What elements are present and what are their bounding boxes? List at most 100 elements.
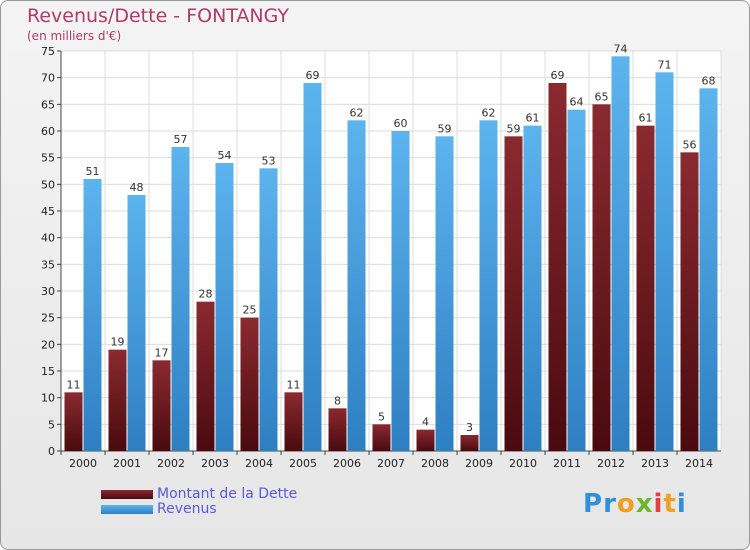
bar-revenus bbox=[655, 72, 674, 451]
bar-dette bbox=[240, 317, 259, 451]
data-label-dette: 8 bbox=[334, 394, 341, 407]
x-tick-label: 2005 bbox=[289, 457, 317, 470]
proxiti-logo: Proxiti bbox=[583, 489, 687, 519]
bar-dette bbox=[284, 392, 303, 451]
bar-revenus bbox=[83, 179, 102, 451]
x-tick-label: 2006 bbox=[333, 457, 361, 470]
data-label-dette: 3 bbox=[466, 421, 473, 434]
y-tick-label: 70 bbox=[41, 72, 55, 85]
bar-revenus bbox=[171, 147, 190, 451]
plot-area bbox=[61, 51, 721, 451]
data-label-revenus: 68 bbox=[702, 74, 716, 87]
bar-dette bbox=[548, 83, 567, 451]
y-tick-label: 55 bbox=[41, 152, 55, 165]
bar-dette bbox=[372, 424, 391, 451]
logo-letter: i bbox=[676, 489, 687, 519]
y-tick-label: 65 bbox=[41, 98, 55, 111]
data-label-revenus: 64 bbox=[570, 96, 584, 109]
x-tick-label: 2011 bbox=[553, 457, 581, 470]
x-tick-label: 2003 bbox=[201, 457, 229, 470]
data-label-dette: 28 bbox=[199, 288, 213, 301]
y-tick-label: 20 bbox=[41, 338, 55, 351]
chart-title: Revenus/Dette - FONTANGY bbox=[27, 5, 290, 27]
bar-dette bbox=[108, 349, 127, 451]
x-tick-label: 2002 bbox=[157, 457, 185, 470]
data-label-revenus: 57 bbox=[174, 133, 188, 146]
bar-revenus bbox=[611, 56, 630, 451]
data-label-dette: 61 bbox=[639, 112, 653, 125]
data-label-dette: 56 bbox=[683, 138, 697, 151]
data-label-dette: 11 bbox=[287, 378, 301, 391]
bar-dette bbox=[64, 392, 83, 451]
y-tick-label: 15 bbox=[41, 365, 55, 378]
legend-label-revenue: Revenus bbox=[157, 501, 217, 517]
bar-dette bbox=[416, 429, 435, 451]
data-label-revenus: 74 bbox=[614, 42, 628, 55]
bar-dette bbox=[636, 125, 655, 452]
x-tick-label: 2001 bbox=[113, 457, 141, 470]
bar-revenus bbox=[259, 168, 278, 452]
bar-dette bbox=[680, 152, 699, 452]
bar-revenus bbox=[127, 195, 146, 451]
bar-dette bbox=[504, 136, 523, 452]
data-label-revenus: 48 bbox=[130, 181, 144, 194]
bar-revenus bbox=[215, 163, 234, 451]
legend-label-debt: Montant de la Dette bbox=[157, 486, 298, 502]
x-tick-label: 2012 bbox=[597, 457, 625, 470]
y-tick-label: 40 bbox=[41, 232, 55, 245]
bar-dette bbox=[460, 435, 479, 451]
data-label-revenus: 60 bbox=[394, 117, 408, 130]
x-tick-label: 2004 bbox=[245, 457, 273, 470]
data-label-revenus: 51 bbox=[86, 165, 100, 178]
y-tick-label: 45 bbox=[41, 205, 55, 218]
data-label-revenus: 62 bbox=[350, 106, 364, 119]
x-tick-label: 2000 bbox=[69, 457, 97, 470]
data-label-revenus: 69 bbox=[306, 69, 320, 82]
x-tick-label: 2007 bbox=[377, 457, 405, 470]
logo-letter: t bbox=[663, 489, 677, 519]
data-label-revenus: 53 bbox=[262, 154, 276, 167]
data-label-dette: 11 bbox=[67, 378, 81, 391]
data-label-dette: 69 bbox=[551, 69, 565, 82]
x-tick-label: 2013 bbox=[641, 457, 669, 470]
bar-dette bbox=[196, 301, 215, 451]
logo-letter: r bbox=[603, 489, 617, 519]
data-label-revenus: 59 bbox=[438, 122, 452, 135]
data-label-dette: 65 bbox=[595, 90, 609, 103]
y-tick-label: 50 bbox=[41, 178, 55, 191]
bar-dette bbox=[328, 408, 347, 451]
logo-letter: i bbox=[653, 489, 664, 519]
bar-revenus bbox=[303, 83, 322, 451]
data-label-dette: 4 bbox=[422, 416, 429, 429]
x-tick-label: 2010 bbox=[509, 457, 537, 470]
legend-swatch-revenue bbox=[101, 505, 153, 514]
logo-letter: o bbox=[616, 489, 636, 519]
data-label-revenus: 54 bbox=[218, 149, 232, 162]
data-label-revenus: 62 bbox=[482, 106, 496, 119]
bar-revenus bbox=[347, 120, 366, 451]
data-label-dette: 17 bbox=[155, 346, 169, 359]
logo-letter: P bbox=[583, 489, 604, 519]
y-tick-label: 10 bbox=[41, 392, 55, 405]
y-tick-label: 5 bbox=[48, 418, 55, 431]
bar-revenus bbox=[567, 109, 586, 452]
chart-subtitle: (en milliers d'€) bbox=[27, 29, 122, 43]
bar-revenus bbox=[479, 120, 498, 451]
data-label-revenus: 71 bbox=[658, 58, 672, 71]
bar-dette bbox=[152, 360, 171, 451]
bar-revenus bbox=[391, 131, 410, 451]
y-tick-label: 30 bbox=[41, 285, 55, 298]
data-label-revenus: 61 bbox=[526, 112, 540, 125]
bar-revenus bbox=[435, 136, 454, 452]
y-tick-label: 75 bbox=[41, 45, 55, 58]
x-tick-label: 2009 bbox=[465, 457, 493, 470]
bar-revenus bbox=[699, 88, 718, 451]
data-label-dette: 5 bbox=[378, 410, 385, 423]
y-tick-label: 25 bbox=[41, 312, 55, 325]
y-tick-label: 35 bbox=[41, 258, 55, 271]
logo-letter: x bbox=[635, 489, 654, 519]
data-label-dette: 59 bbox=[507, 122, 521, 135]
bar-revenus bbox=[523, 125, 542, 452]
